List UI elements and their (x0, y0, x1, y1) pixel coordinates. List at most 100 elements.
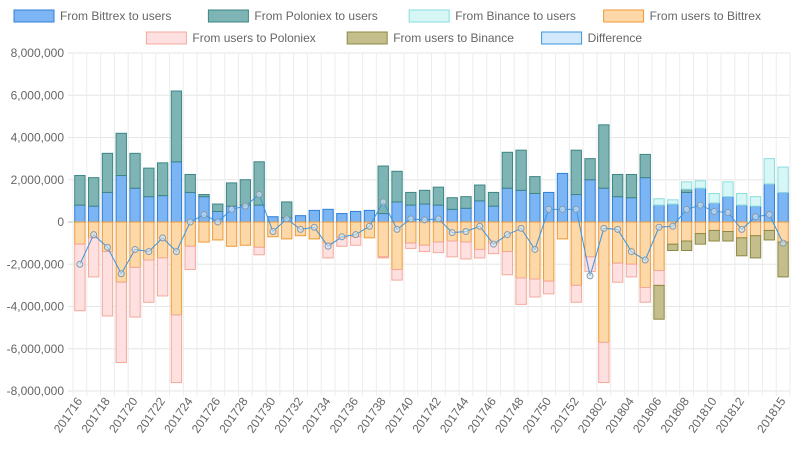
bar-segment[interactable] (736, 204, 748, 223)
difference-point[interactable] (159, 234, 167, 242)
bar-segment[interactable] (722, 221, 734, 233)
bar-segment[interactable] (722, 231, 734, 242)
bar-segment[interactable] (653, 284, 665, 320)
bar-segment[interactable] (487, 205, 500, 223)
bar-segment[interactable] (101, 152, 114, 193)
bar-segment[interactable] (170, 90, 183, 163)
bar-segment[interactable] (653, 198, 665, 206)
bar-segment[interactable] (377, 165, 389, 215)
bar-segment[interactable] (598, 341, 610, 384)
bar-segment[interactable] (584, 179, 596, 223)
bar-segment[interactable] (391, 269, 403, 281)
bar-segment[interactable] (722, 181, 734, 198)
bar-segment[interactable] (515, 149, 527, 191)
bar-segment[interactable] (680, 221, 693, 242)
bar-segment[interactable] (529, 278, 541, 298)
difference-point[interactable] (503, 231, 511, 239)
bar-segment[interactable] (170, 221, 183, 316)
bar-segment[interactable] (239, 179, 252, 206)
bar-segment[interactable] (763, 221, 775, 231)
difference-point[interactable] (76, 260, 84, 268)
bar-segment[interactable] (156, 162, 169, 197)
bar-segment[interactable] (239, 221, 252, 246)
difference-point[interactable] (476, 222, 484, 230)
bar-segment[interactable] (611, 262, 624, 283)
bar-segment[interactable] (777, 221, 789, 243)
bar-segment[interactable] (377, 213, 389, 223)
bar-segment[interactable] (556, 221, 569, 240)
bar-segment[interactable] (501, 251, 514, 276)
difference-point[interactable] (228, 205, 236, 213)
bar-segment[interactable] (625, 197, 638, 223)
bar-segment[interactable] (474, 200, 486, 223)
bar-segment[interactable] (129, 187, 141, 223)
difference-point[interactable] (324, 242, 332, 250)
bar-segment[interactable] (198, 221, 210, 243)
bar-segment[interactable] (170, 314, 183, 384)
difference-point[interactable] (186, 218, 194, 226)
bar-segment[interactable] (294, 215, 307, 223)
bar-segment[interactable] (639, 286, 651, 303)
difference-point[interactable] (352, 231, 360, 239)
difference-point[interactable] (710, 207, 718, 215)
difference-point[interactable] (669, 222, 677, 230)
bar-segment[interactable] (129, 221, 141, 268)
bar-segment[interactable] (156, 257, 169, 297)
bar-segment[interactable] (88, 205, 100, 223)
bar-segment[interactable] (680, 240, 693, 252)
bar-segment[interactable] (184, 173, 196, 193)
legend-item[interactable]: From users to Binance (346, 31, 514, 45)
bar-segment[interactable] (708, 221, 720, 231)
bar-segment[interactable] (570, 284, 582, 303)
bar-segment[interactable] (115, 281, 127, 363)
bar-segment[interactable] (418, 221, 431, 246)
bar-segment[interactable] (625, 173, 638, 199)
legend-item[interactable]: From users to Poloniex (145, 31, 316, 45)
difference-point[interactable] (407, 215, 415, 223)
bar-segment[interactable] (543, 280, 555, 295)
bar-segment[interactable] (749, 235, 762, 259)
difference-point[interactable] (421, 216, 429, 224)
bar-segment[interactable] (777, 241, 789, 278)
bar-segment[interactable] (170, 161, 183, 223)
bar-segment[interactable] (556, 172, 569, 223)
bar-segment[interactable] (611, 196, 624, 223)
bar-segment[interactable] (101, 191, 114, 223)
bar-segment[interactable] (487, 191, 500, 207)
bar-segment[interactable] (460, 196, 472, 209)
difference-point[interactable] (283, 215, 291, 223)
bar-segment[interactable] (501, 187, 514, 223)
bar-segment[interactable] (708, 192, 720, 204)
bar-segment[interactable] (653, 204, 665, 223)
bar-segment[interactable] (460, 241, 472, 260)
bar-segment[interactable] (143, 167, 155, 198)
bar-segment[interactable] (225, 221, 238, 247)
legend-item[interactable]: From Poloniex to users (207, 9, 378, 23)
bar-segment[interactable] (501, 151, 514, 189)
legend-item[interactable]: From Bittrex to users (13, 9, 171, 23)
difference-point[interactable] (338, 233, 346, 241)
difference-point[interactable] (145, 248, 153, 256)
bar-segment[interactable] (529, 192, 541, 223)
bar-segment[interactable] (708, 229, 720, 242)
bar-segment[interactable] (101, 251, 114, 317)
bar-segment[interactable] (570, 149, 582, 196)
bar-segment[interactable] (88, 237, 100, 278)
difference-point[interactable] (531, 245, 539, 253)
bar-segment[interactable] (749, 196, 762, 207)
bar-segment[interactable] (198, 194, 210, 198)
difference-point[interactable] (600, 224, 608, 232)
bar-segment[interactable] (736, 237, 748, 257)
difference-point[interactable] (172, 248, 180, 256)
bar-segment[interactable] (625, 221, 638, 265)
bar-segment[interactable] (584, 158, 596, 181)
bar-segment[interactable] (446, 208, 458, 223)
bar-segment[interactable] (763, 229, 775, 241)
difference-point[interactable] (683, 205, 691, 213)
difference-point[interactable] (545, 205, 553, 213)
difference-point[interactable] (297, 225, 305, 233)
difference-point[interactable] (434, 215, 442, 223)
difference-point[interactable] (752, 213, 760, 221)
bar-segment[interactable] (694, 180, 707, 189)
difference-point[interactable] (765, 211, 773, 219)
